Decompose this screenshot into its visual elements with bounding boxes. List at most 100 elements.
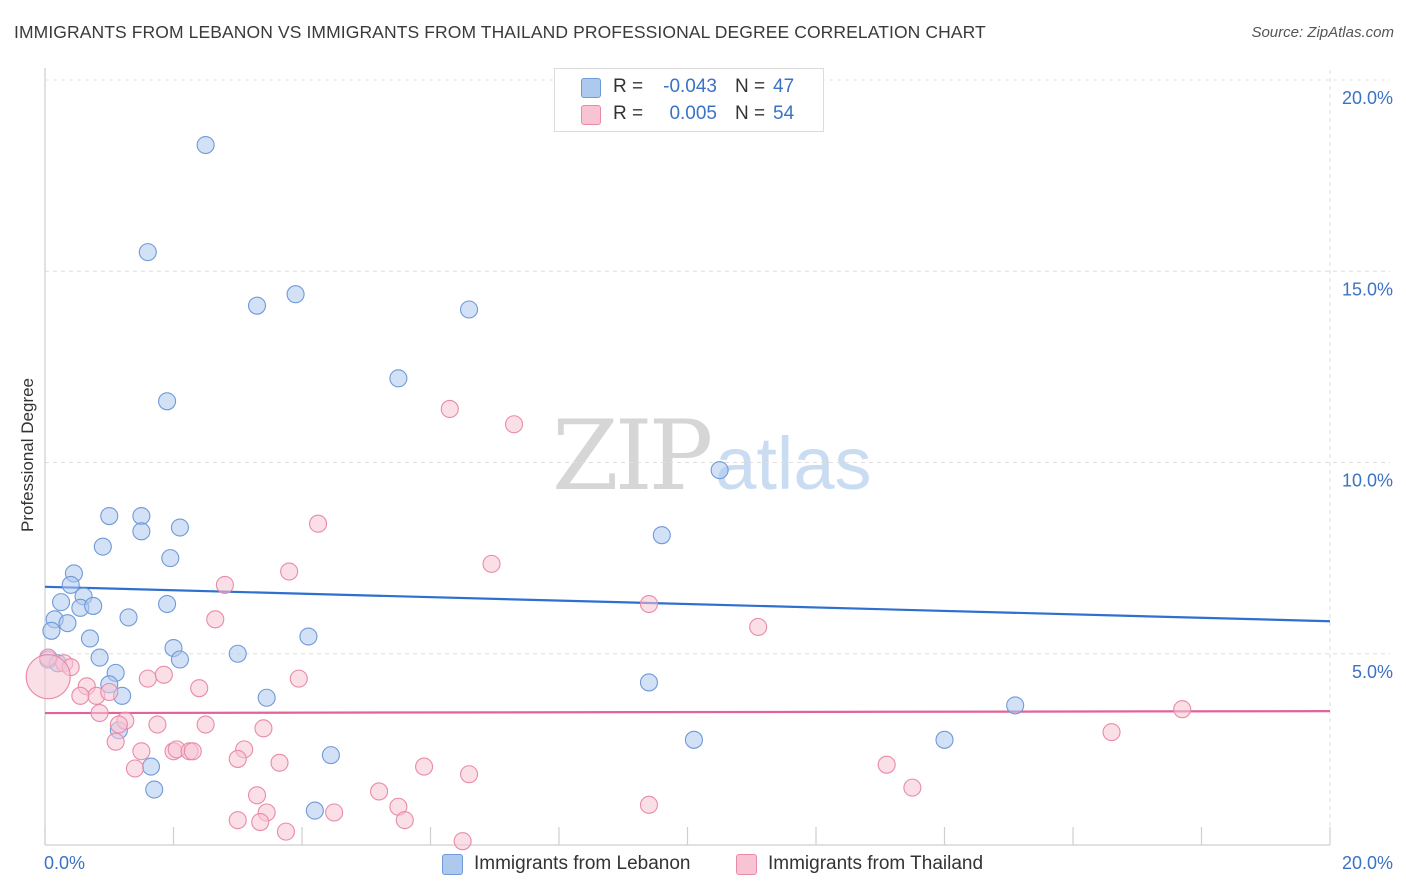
point-thailand (109, 715, 128, 734)
point-lebanon (158, 594, 177, 614)
legend-r-label: R = (613, 103, 644, 124)
trendline-lebanon (44, 585, 1331, 623)
legend-n-label: N = (735, 103, 766, 124)
series-label-thailand: Immigrants from Thailand (768, 853, 984, 874)
point-thailand (215, 575, 234, 594)
point-lebanon (119, 608, 138, 627)
point-thailand (251, 812, 270, 832)
point-lebanon (247, 296, 267, 315)
legend-n-label: N = (735, 76, 766, 97)
point-thailand (325, 803, 344, 822)
legend-row-lebanon: R = -0.043 N = 47 (555, 73, 823, 101)
point-lebanon (132, 522, 151, 541)
point-thailand (90, 703, 109, 723)
x-tick-label-start: 0.0% (44, 853, 85, 873)
point-thailand (100, 682, 119, 702)
series-legend-thailand[interactable]: Immigrants from Thailand (736, 852, 1006, 878)
point-thailand (228, 811, 247, 830)
series-swatch-lebanon (442, 854, 463, 875)
watermark-atlas: atlas (715, 422, 872, 505)
point-thailand (270, 753, 289, 772)
point-lebanon (93, 537, 112, 556)
source-label: Source: ZipAtlas.com (1251, 24, 1394, 41)
point-lebanon (145, 780, 164, 799)
point-thailand (903, 778, 922, 797)
point-lebanon (389, 369, 408, 388)
point-lebanon (61, 575, 80, 594)
point-thailand (206, 610, 225, 629)
y-tick-label: 15.0% (1342, 279, 1393, 299)
x-tick-label-end: 20.0% (1342, 853, 1393, 873)
point-lebanon (1006, 696, 1025, 715)
point-lebanon (132, 506, 151, 526)
point-thailand (125, 759, 144, 778)
point-thailand (25, 654, 71, 700)
point-thailand (280, 562, 299, 581)
point-thailand (1102, 723, 1121, 742)
legend-r-value: 0.005 (669, 103, 717, 124)
legend-row-thailand: R = 0.005 N = 54 (555, 100, 823, 128)
point-thailand (190, 679, 209, 698)
point-lebanon (196, 135, 215, 155)
point-lebanon (710, 461, 729, 480)
point-lebanon (170, 650, 189, 669)
point-thailand (228, 749, 247, 768)
point-thailand (254, 719, 273, 738)
series-label-lebanon: Immigrants from Lebanon (474, 853, 691, 874)
point-thailand (132, 742, 151, 761)
point-thailand (459, 765, 479, 784)
point-lebanon (161, 549, 180, 568)
correlation-legend: R = -0.043 N = 47 R = 0.005 N = 54 (554, 68, 824, 132)
point-thailand (106, 732, 125, 751)
legend-r-label: R = (613, 76, 644, 97)
point-thailand (370, 782, 389, 801)
point-thailand (309, 514, 328, 533)
point-lebanon (639, 673, 659, 692)
point-lebanon (228, 644, 247, 663)
point-thailand (148, 715, 167, 734)
point-lebanon (58, 614, 77, 633)
point-lebanon (257, 688, 276, 707)
point-lebanon (935, 730, 954, 749)
point-lebanon (305, 801, 324, 820)
legend-swatch-thailand (581, 105, 601, 125)
point-thailand (639, 795, 659, 814)
point-lebanon (42, 621, 61, 640)
point-thailand (1173, 700, 1192, 719)
point-lebanon (80, 629, 100, 648)
point-thailand (415, 757, 434, 776)
point-lebanon (141, 757, 161, 776)
point-thailand (154, 665, 173, 684)
point-lebanon (286, 285, 305, 304)
point-thailand (440, 399, 459, 419)
watermark: ZIPatlas (552, 400, 872, 512)
series-legend-lebanon[interactable]: Immigrants from Lebanon (442, 852, 712, 878)
point-lebanon (52, 593, 71, 612)
point-thailand (247, 786, 267, 805)
chart-title: IMMIGRANTS FROM LEBANON VS IMMIGRANTS FR… (14, 22, 986, 42)
y-tick-label: 20.0% (1342, 88, 1393, 108)
point-thailand (504, 415, 524, 434)
point-lebanon (459, 300, 479, 319)
series-swatch-thailand (736, 854, 757, 875)
trendline-thailand (44, 710, 1331, 715)
point-thailand (749, 617, 768, 637)
point-thailand (71, 686, 90, 705)
point-thailand (395, 811, 414, 830)
point-lebanon (100, 506, 119, 526)
point-thailand (289, 669, 308, 688)
point-thailand (453, 832, 472, 851)
point-thailand (276, 822, 295, 841)
point-lebanon (138, 243, 157, 262)
point-lebanon (158, 392, 177, 411)
point-lebanon (84, 596, 103, 615)
point-thailand (196, 715, 215, 734)
point-lebanon (321, 746, 340, 765)
point-thailand (639, 594, 659, 614)
y-tick-label: 10.0% (1342, 471, 1393, 491)
legend-n-value: 54 (773, 103, 795, 124)
point-lebanon (170, 518, 189, 537)
watermark-zip: ZIP (552, 400, 713, 512)
legend-n-value: 47 (773, 76, 795, 97)
